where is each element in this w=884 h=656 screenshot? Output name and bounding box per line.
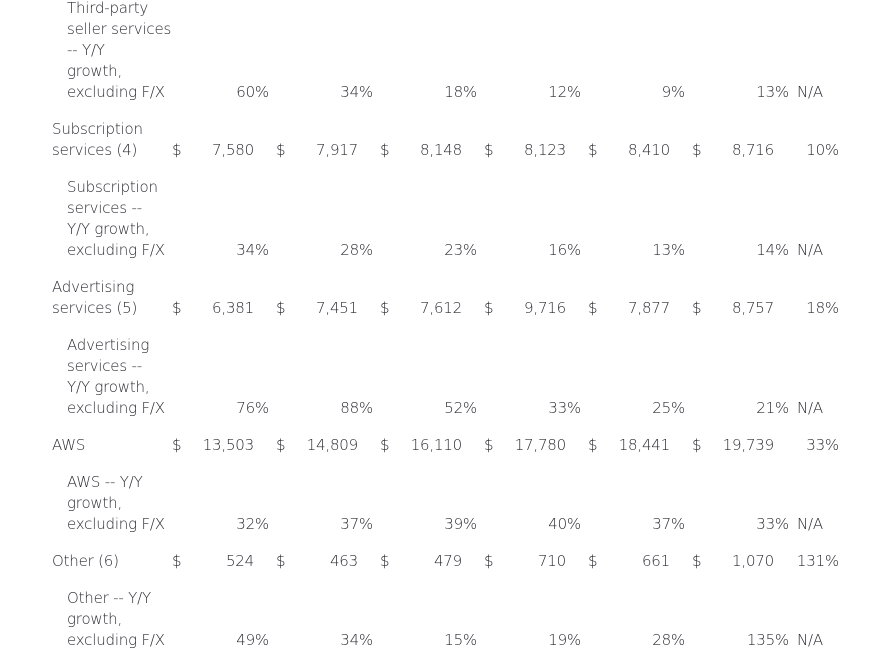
value-q2: 7,451 bbox=[316, 299, 358, 317]
currency-symbol: $ bbox=[588, 141, 598, 159]
currency-symbol: $ bbox=[692, 299, 702, 317]
value-q3: 479 bbox=[433, 552, 462, 570]
change-value: 131% bbox=[796, 552, 839, 570]
row-label: Third-party seller services -- Y/Y growt… bbox=[67, 0, 172, 101]
value-q1: 7,580 bbox=[212, 141, 254, 159]
value-q3: 7,612 bbox=[420, 299, 462, 317]
change-value: N/A bbox=[797, 515, 823, 533]
value-q5: 13% bbox=[652, 241, 685, 259]
value-q6: 1,070 bbox=[732, 552, 774, 570]
value-q2: 37% bbox=[340, 515, 373, 533]
currency-symbol: $ bbox=[484, 299, 494, 317]
row-label: AWS -- Y/Y growth, excluding F/X bbox=[67, 473, 165, 533]
row-label: Other -- Y/Y growth, excluding F/X bbox=[67, 589, 165, 649]
value-q4: 8,123 bbox=[524, 141, 566, 159]
value-q3: 8,148 bbox=[420, 141, 462, 159]
value-q6: 19,739 bbox=[722, 436, 774, 454]
currency-symbol: $ bbox=[172, 436, 182, 454]
currency-symbol: $ bbox=[276, 299, 286, 317]
value-q1: 13,503 bbox=[202, 436, 254, 454]
currency-symbol: $ bbox=[380, 552, 390, 570]
currency-symbol: $ bbox=[692, 552, 702, 570]
value-q6: 33% bbox=[756, 515, 789, 533]
value-q4: 17,780 bbox=[514, 436, 566, 454]
value-q6: 14% bbox=[756, 241, 789, 259]
value-q3: 15% bbox=[444, 631, 477, 649]
value-q1: 60% bbox=[236, 83, 269, 101]
currency-symbol: $ bbox=[484, 436, 494, 454]
value-q4: 9,716 bbox=[524, 299, 566, 317]
value-q3: 23% bbox=[444, 241, 477, 259]
change-value: N/A bbox=[797, 83, 823, 101]
currency-symbol: $ bbox=[276, 436, 286, 454]
change-value: 33% bbox=[806, 436, 839, 454]
currency-symbol: $ bbox=[172, 141, 182, 159]
value-q5: 9% bbox=[661, 83, 686, 101]
currency-symbol: $ bbox=[380, 141, 390, 159]
change-value: N/A bbox=[797, 399, 823, 417]
value-q3: 18% bbox=[444, 83, 477, 101]
currency-symbol: $ bbox=[484, 552, 494, 570]
value-q2: 34% bbox=[340, 83, 373, 101]
currency-symbol: $ bbox=[380, 299, 390, 317]
currency-symbol: $ bbox=[588, 552, 598, 570]
value-q2: 463 bbox=[329, 552, 358, 570]
value-q1: 49% bbox=[236, 631, 269, 649]
value-q5: 8,410 bbox=[628, 141, 670, 159]
currency-symbol: $ bbox=[692, 436, 702, 454]
row-label: Subscription services (4) bbox=[52, 120, 143, 159]
row-label: Advertising services -- Y/Y growth, excl… bbox=[67, 336, 165, 417]
value-q4: 19% bbox=[548, 631, 581, 649]
value-q1: 6,381 bbox=[212, 299, 254, 317]
currency-symbol: $ bbox=[692, 141, 702, 159]
value-q5: 37% bbox=[652, 515, 685, 533]
value-q6: 13% bbox=[756, 83, 789, 101]
value-q5: 7,877 bbox=[628, 299, 670, 317]
change-value: 10% bbox=[806, 141, 839, 159]
value-q5: 661 bbox=[641, 552, 670, 570]
currency-symbol: $ bbox=[484, 141, 494, 159]
row-label: Other (6) bbox=[52, 552, 119, 570]
value-q2: 34% bbox=[340, 631, 373, 649]
change-value: 18% bbox=[806, 299, 839, 317]
currency-symbol: $ bbox=[172, 299, 182, 317]
currency-symbol: $ bbox=[172, 552, 182, 570]
value-q6: 21% bbox=[756, 399, 789, 417]
value-q6: 8,716 bbox=[732, 141, 774, 159]
value-q5: 18,441 bbox=[618, 436, 670, 454]
currency-symbol: $ bbox=[588, 436, 598, 454]
value-q4: 710 bbox=[537, 552, 566, 570]
value-q1: 32% bbox=[236, 515, 269, 533]
value-q1: 34% bbox=[236, 241, 269, 259]
value-q2: 28% bbox=[340, 241, 373, 259]
currency-symbol: $ bbox=[276, 552, 286, 570]
value-q3: 39% bbox=[444, 515, 477, 533]
value-q3: 52% bbox=[444, 399, 477, 417]
value-q6: 135% bbox=[746, 631, 789, 649]
row-label: Subscription services -- Y/Y growth, exc… bbox=[67, 178, 165, 259]
value-q4: 40% bbox=[548, 515, 581, 533]
value-q2: 14,809 bbox=[306, 436, 358, 454]
currency-symbol: $ bbox=[588, 299, 598, 317]
value-q1: 76% bbox=[236, 399, 269, 417]
value-q5: 25% bbox=[652, 399, 685, 417]
value-q2: 88% bbox=[340, 399, 373, 417]
value-q6: 8,757 bbox=[732, 299, 774, 317]
value-q2: 7,917 bbox=[316, 141, 358, 159]
currency-symbol: $ bbox=[276, 141, 286, 159]
value-q5: 28% bbox=[652, 631, 685, 649]
value-q4: 33% bbox=[548, 399, 581, 417]
value-q3: 16,110 bbox=[410, 436, 462, 454]
change-value: N/A bbox=[797, 631, 823, 649]
row-label: AWS bbox=[52, 436, 86, 454]
currency-symbol: $ bbox=[380, 436, 390, 454]
row-label: Advertising services (5) bbox=[52, 278, 138, 317]
value-q1: 524 bbox=[225, 552, 254, 570]
change-value: N/A bbox=[797, 241, 823, 259]
value-q4: 16% bbox=[548, 241, 581, 259]
value-q4: 12% bbox=[548, 83, 581, 101]
